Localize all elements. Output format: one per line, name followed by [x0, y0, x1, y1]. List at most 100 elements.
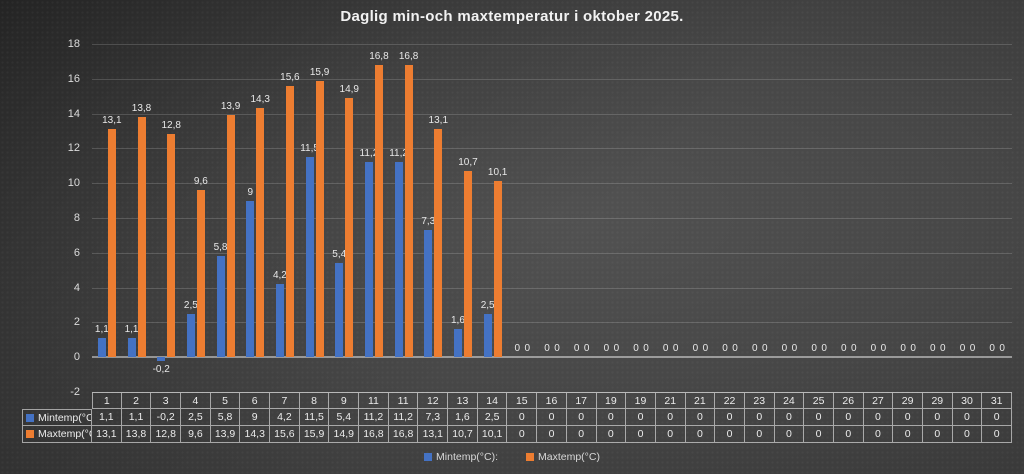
bar-label-maxtemp: 9,6: [193, 176, 208, 188]
bar-label-mintemp: 1,1: [94, 324, 109, 336]
bar-label-mintemp: 0: [959, 343, 966, 355]
bar-mintemp: [97, 338, 106, 358]
table-maxtemp-cell: 0: [685, 426, 716, 443]
bar-label-mintemp: 9: [247, 186, 253, 198]
bar-label-mintemp: 5,8: [213, 242, 228, 254]
y-tick-label: 8: [73, 212, 80, 224]
bar-label-mintemp: 0: [692, 343, 699, 355]
bar-mintemp: [453, 329, 462, 358]
table-day-header-cell: 17: [566, 392, 597, 409]
bar-maxtemp: [167, 134, 176, 358]
y-tick-label: 14: [67, 107, 80, 120]
table-maxtemp-cell: 13,1: [418, 426, 449, 443]
table-maxtemp-cell: 13,8: [121, 426, 152, 443]
table-maxtemp-cell: 0: [566, 426, 597, 443]
bar-mintemp: [305, 157, 314, 358]
gridline: [92, 44, 1012, 45]
bar-label-maxtemp: 14,3: [250, 94, 270, 106]
bar-label-maxtemp: 0: [999, 343, 1005, 355]
table-maxtemp-cell: 15,6: [270, 426, 300, 443]
table-day-header-cell: 5: [210, 392, 241, 409]
gridline: [92, 322, 1012, 324]
table-mintemp-cell: 0: [893, 409, 923, 426]
y-tick-label: 0: [73, 351, 80, 364]
table-day-header-cell: 9: [329, 392, 360, 409]
table-maxtemp-cell: 0: [715, 426, 745, 443]
plot-area: 1,1 13,1 1,1 13,8 -0,2 12,8 2,5 9,6 5,8 13,9 9 14,3…: [92, 44, 1012, 393]
bar-label-mintemp: 11,5: [300, 143, 319, 155]
bar-mintemp: [157, 357, 166, 361]
bar-label-mintemp: 0: [811, 343, 817, 355]
table-maxtemp-cell: 12,8: [151, 426, 182, 443]
table-maxtemp-cell: 10,7: [448, 426, 478, 443]
bar-label-maxtemp: 12,8: [161, 120, 181, 132]
y-tick-label: -2: [70, 386, 80, 398]
bar-maxtemp: [374, 64, 383, 358]
table-day-header-cell: 4: [181, 392, 211, 409]
table-maxtemp-cell: 0: [507, 426, 538, 443]
maxtemp-legend-key-icon: [526, 453, 534, 461]
bar-label-maxtemp: 10,1: [487, 167, 508, 179]
table-day-header-cell: 31: [982, 392, 1012, 409]
chart-title: Daglig min-och maxtemperatur i oktober 2…: [340, 8, 684, 25]
bar-mintemp: [424, 230, 433, 358]
bar-maxtemp: [493, 181, 502, 358]
gridline: [92, 252, 1012, 254]
bar-label-maxtemp: 0: [940, 343, 946, 355]
bar-label-mintemp: 0: [544, 343, 550, 355]
table-mintemp-cell: 0: [922, 409, 953, 426]
table-mintemp-cell: 0: [982, 409, 1012, 426]
table-maxtemp-cell: 0: [774, 426, 805, 443]
chart-legend: Mintemp(°C): Maxtemp(°C): [0, 451, 1024, 463]
table-day-header-cell: 11: [359, 392, 389, 409]
table-day-header-cell: 26: [833, 392, 864, 409]
table-maxtemp-cell: 0: [804, 426, 834, 443]
bar-maxtemp: [226, 115, 235, 358]
gridline: [92, 287, 1012, 289]
bar-mintemp: [216, 256, 225, 358]
table-mintemp-cell: 5,4: [329, 409, 360, 426]
bar-label-maxtemp: 13,1: [102, 115, 122, 127]
bar-label-mintemp: 1,6: [451, 315, 465, 327]
bar-label-mintemp: 0: [781, 343, 788, 355]
bar-mintemp: [364, 162, 373, 358]
y-tick-label: 2: [73, 316, 80, 329]
table-mintemp-cell: 5,8: [210, 409, 241, 426]
bar-label-maxtemp: 10,7: [458, 157, 478, 169]
table-mintemp-cell: 0: [863, 409, 894, 426]
legend-mintemp-label: Mintemp(°C):: [436, 451, 498, 463]
table-mintemp-cell: 0: [715, 409, 745, 426]
table-mintemp-cell: 11,2: [388, 409, 419, 426]
table-mintemp-cell: 2,5: [181, 409, 211, 426]
table-row-label: Maxtemp(°C): [22, 426, 92, 443]
table-day-header-cell: 1: [92, 392, 122, 409]
bar-mintemp: [275, 284, 284, 358]
table-maxtemp-cell: 16,8: [388, 426, 419, 443]
bar-maxtemp: [345, 97, 354, 358]
table-row-label: Mintemp(°C):: [22, 409, 92, 426]
table-maxtemp-cell: 0: [893, 426, 923, 443]
bar-label-maxtemp: 16,8: [398, 50, 419, 62]
y-tick-label: 16: [67, 72, 80, 85]
legend-maxtemp-label: Maxtemp(°C): [538, 451, 600, 463]
table-day-header-cell: 29: [922, 392, 953, 409]
bar-maxtemp: [315, 80, 324, 358]
bar-label-mintemp: 1,1: [124, 324, 139, 336]
bar-label-mintemp: 0: [514, 343, 521, 355]
bar-label-maxtemp: 0: [702, 343, 709, 355]
bar-maxtemp: [285, 85, 294, 358]
table-day-header-cell: 11: [388, 392, 419, 409]
table-mintemp-cell: 0: [774, 409, 805, 426]
bar-mintemp: [394, 162, 403, 358]
bar-label-maxtemp: 0: [672, 343, 679, 355]
table-day-header-cell: 21: [685, 392, 716, 409]
bar-label-mintemp: 0: [870, 343, 877, 355]
table-day-header-cell: 23: [744, 392, 775, 409]
bar-label-maxtemp: 0: [880, 343, 887, 355]
bar-label-mintemp: 5,4: [332, 249, 347, 261]
table-maxtemp-cell: 0: [744, 426, 775, 443]
table-mintemp-cell: 0: [685, 409, 716, 426]
table-mintemp-cell: 0: [804, 409, 834, 426]
table-maxtemp-cell: 0: [596, 426, 627, 443]
